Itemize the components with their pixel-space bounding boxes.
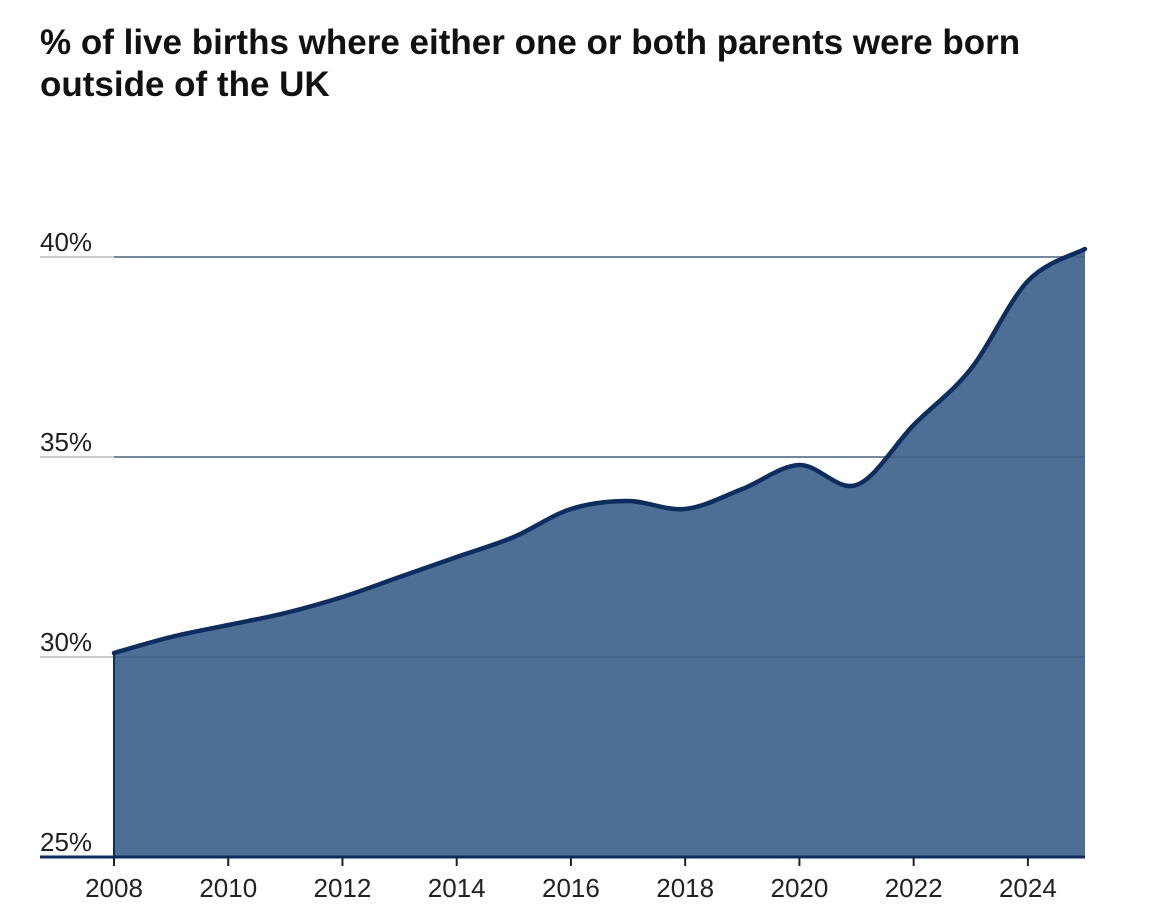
series-lines [111,246,1088,857]
y-tick-label-25: 25% [40,827,92,857]
x-axis [40,855,1085,866]
x-tick-label-2008: 2008 [85,873,143,903]
y-axis: 25% 30% 35% 40% [40,227,92,857]
x-tick-label-2016: 2016 [542,873,600,903]
x-tick-label-2014: 2014 [428,873,486,903]
y-tick-label-35: 35% [40,427,92,457]
chart-title: % of live births where either one or bot… [40,23,1021,104]
series-area [114,249,1085,857]
y-tick-label-30: 30% [40,627,92,657]
plot-area [114,249,1085,857]
y-tick-label-40: 40% [40,227,92,257]
x-tick-label-2012: 2012 [314,873,372,903]
x-tick-label-2018: 2018 [656,873,714,903]
x-tick-label-2020: 2020 [770,873,828,903]
x-tick-label-2010: 2010 [199,873,257,903]
x-tick-label-2022: 2022 [885,873,943,903]
x-tick-labels: 2008 2010 2012 2014 2016 2018 2020 2022 2024 [85,873,1057,903]
x-tick-label-2024: 2024 [999,873,1057,903]
series-line [111,246,1088,656]
